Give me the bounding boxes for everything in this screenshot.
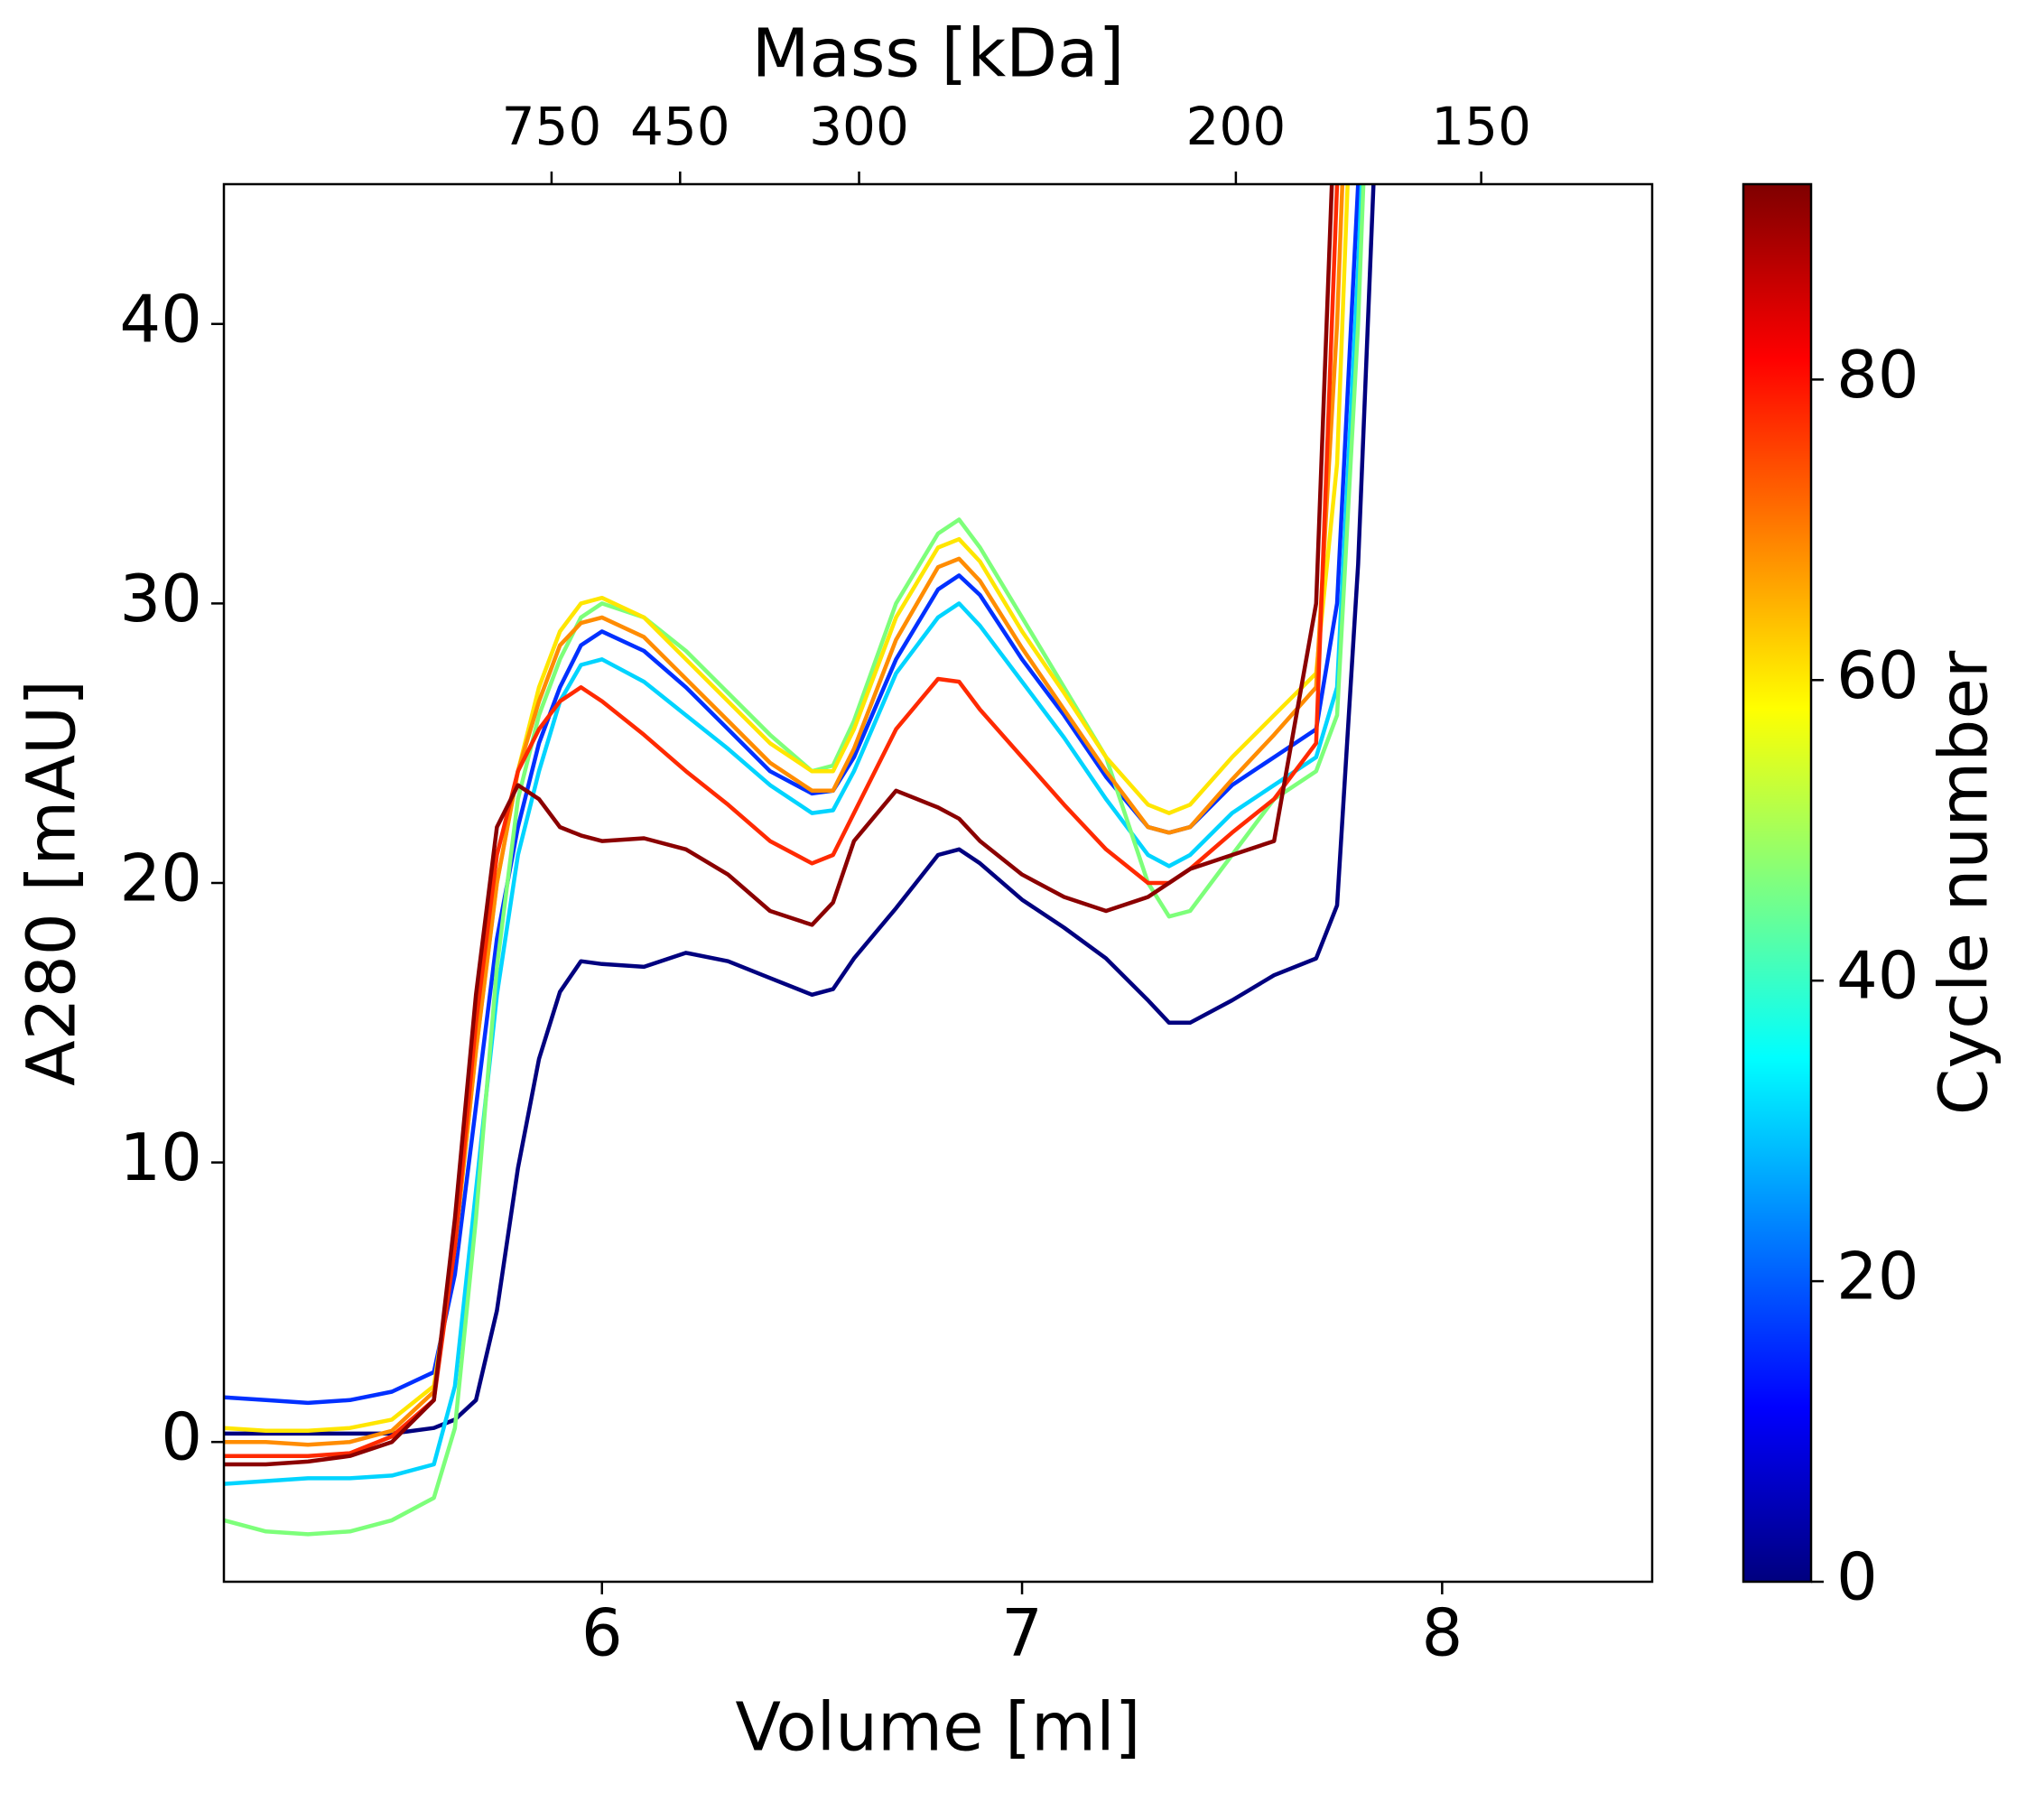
top-tick-label: 200 (1186, 96, 1287, 157)
x-tick-label: 6 (581, 1595, 623, 1671)
series-line (224, 184, 1366, 1537)
top-tick-label: 450 (630, 96, 730, 157)
series-line (224, 184, 1361, 1406)
series-line (224, 184, 1350, 1434)
top-axis-label: Mass [kDa] (752, 15, 1125, 93)
y-tick-label: 0 (161, 1399, 202, 1475)
y-tick-label: 40 (119, 281, 202, 357)
y-tick-label: 20 (119, 841, 202, 916)
top-tick-label: 750 (502, 96, 602, 157)
y-axis-label: A280 [mAU] (14, 680, 91, 1086)
colorbar (1742, 182, 1813, 1584)
colorbar-tick-label: 40 (1836, 938, 1919, 1014)
colorbar-tick-label: 20 (1836, 1239, 1919, 1315)
series-line (224, 184, 1340, 1458)
x-axis-label: Volume [ml] (735, 1689, 1140, 1767)
colorbar-tick-label: 0 (1836, 1539, 1878, 1615)
series-line (224, 184, 1345, 1447)
top-tick-label: 150 (1431, 96, 1531, 157)
top-tick-label: 300 (809, 96, 909, 157)
colorbar-tick-label: 80 (1836, 337, 1919, 413)
colorbar-label: Cycle number (1926, 650, 2003, 1115)
y-tick-label: 10 (119, 1119, 202, 1195)
series-line (224, 184, 1334, 1467)
lines (224, 184, 1376, 1537)
x-tick-label: 8 (1421, 1595, 1463, 1671)
x-tick-label: 7 (1001, 1595, 1043, 1671)
colorbar-tick-label: 60 (1836, 637, 1919, 713)
series-line (224, 184, 1376, 1436)
y-tick-label: 30 (119, 561, 202, 636)
series-line (224, 184, 1364, 1486)
